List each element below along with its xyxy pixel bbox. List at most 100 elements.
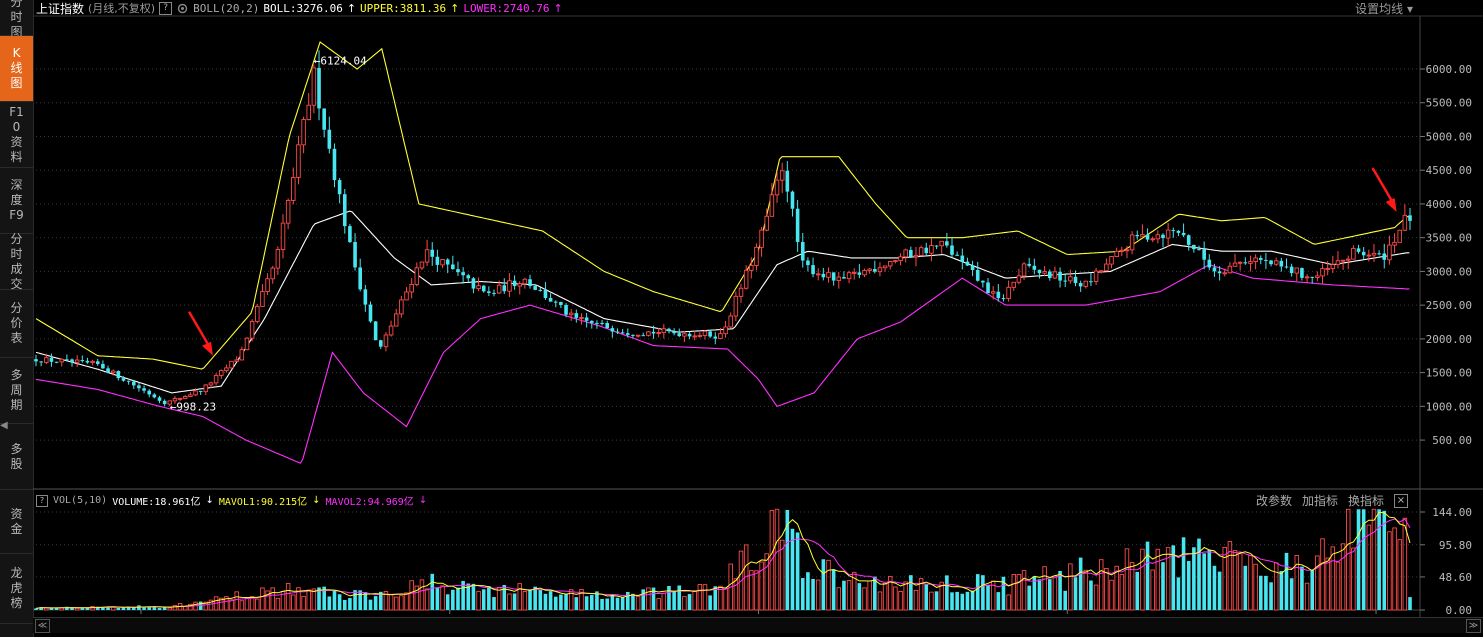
candle-body	[939, 240, 944, 247]
volume-bar	[759, 561, 764, 611]
volume-bar	[219, 597, 224, 611]
sidebar-item-1[interactable]: K线图	[0, 36, 33, 102]
volume-bar	[785, 509, 790, 610]
add-indicator-button[interactable]: 加指标	[1301, 494, 1338, 508]
volume-bar	[955, 591, 959, 610]
candle-body	[1119, 249, 1125, 252]
volume-bar	[1150, 569, 1155, 611]
volume-bar	[229, 599, 234, 611]
volume-bar	[466, 583, 471, 610]
candle-body	[177, 397, 183, 400]
volume-bar	[1068, 563, 1073, 611]
gear-icon[interactable]	[176, 2, 189, 15]
switch-indicator-button[interactable]: 换指标	[1347, 494, 1384, 508]
candle-body	[332, 148, 337, 181]
volume-bar	[836, 587, 842, 611]
volume-bar	[224, 596, 229, 611]
sidebar-item-3[interactable]: 深度F9	[0, 168, 33, 234]
edit-params-button[interactable]: 改参数	[1255, 494, 1292, 508]
sidebar-item-7[interactable]: 多股	[0, 424, 33, 490]
volume-bar	[826, 559, 831, 611]
candle-body	[965, 261, 970, 266]
volume-bar	[1273, 562, 1279, 611]
collapse-handle-icon[interactable]: ◀	[0, 420, 8, 431]
candle-body	[996, 291, 1001, 299]
candle-body	[296, 144, 301, 178]
scroll-right-icon[interactable]: ≫	[1466, 619, 1481, 633]
volume-bar	[1114, 565, 1119, 611]
scroll-left-icon[interactable]: ≪	[35, 619, 50, 633]
candle-body	[806, 260, 810, 266]
volume-bar	[1011, 574, 1017, 611]
sidebar-item-8[interactable]: 资金	[0, 490, 33, 554]
candle-body	[713, 336, 718, 339]
volume-bar	[579, 588, 584, 611]
vol-tick-label: 144.00	[1432, 506, 1472, 519]
volume-bar	[924, 584, 929, 610]
left-sidebar: 分时图 K线图 F10资料 深度F9 分时成交 分价表 多周期 多股 资金 龙虎榜	[0, 0, 34, 637]
candle-body	[754, 246, 759, 266]
volume-bar	[419, 579, 425, 611]
volume-bar	[1016, 573, 1022, 611]
candle-body	[327, 129, 332, 149]
vol-tick-label: 95.80	[1439, 539, 1472, 552]
sidebar-item-9[interactable]: 龙虎榜	[0, 554, 33, 624]
volume-bar	[1145, 541, 1150, 610]
candle-body	[918, 247, 924, 256]
candle-body	[811, 265, 815, 275]
candle-body	[1171, 230, 1176, 232]
volume-bar	[1135, 571, 1140, 610]
volume-bar	[625, 591, 630, 610]
volume-bar	[939, 581, 944, 611]
help-icon[interactable]: ?	[159, 1, 173, 15]
volume-bar	[981, 575, 985, 610]
volume-bar	[651, 587, 656, 610]
volume-bar	[342, 599, 347, 610]
candle-body	[471, 278, 476, 289]
candle-body	[1032, 265, 1037, 270]
sidebar-item-2[interactable]: F10资料	[0, 102, 33, 168]
candle-body	[595, 322, 599, 324]
volume-bar	[193, 601, 198, 611]
sidebar-item-0[interactable]: 分时图	[0, 0, 33, 39]
candle-body	[172, 398, 178, 402]
sidebar-item-5[interactable]: 分价表	[0, 290, 33, 358]
indicator-name[interactable]: BOLL(20,2)	[193, 1, 260, 15]
volume-bar	[769, 510, 775, 611]
candle-body	[1202, 249, 1206, 260]
volume-bar	[311, 588, 317, 611]
sidebar-item-4[interactable]: 分时成交	[0, 232, 33, 291]
volume-bar	[1217, 571, 1222, 610]
sidebar-item-6[interactable]: 多周期	[0, 358, 33, 424]
close-icon[interactable]: ×	[1394, 493, 1408, 508]
set-ma-button[interactable]: 设置均线 ▾	[1355, 0, 1413, 17]
candle-body	[1114, 250, 1119, 257]
volume-bar	[1021, 570, 1027, 611]
volume-bar	[260, 587, 265, 611]
volume-bar	[929, 591, 934, 611]
candle-body	[1140, 234, 1145, 237]
candle-body	[862, 269, 867, 276]
vol-indicator-name[interactable]: VOL(5,10)	[53, 495, 108, 506]
volume-help-icon[interactable]: ?	[36, 494, 48, 507]
volume-bar	[270, 587, 275, 611]
set-ma-label: 设置均线	[1355, 2, 1404, 16]
volume-bar	[409, 580, 414, 611]
volume-bar	[445, 594, 450, 610]
candle-body	[697, 334, 703, 337]
candle-body	[1222, 272, 1227, 275]
candle-body	[774, 179, 780, 196]
candle-body	[224, 367, 229, 372]
candle-body	[909, 249, 913, 257]
volume-header: ? VOL(5,10) VOLUME:18.961亿 ↓ MAVOL1:90.2…	[36, 493, 427, 508]
candle-body	[121, 378, 126, 381]
volume-bar	[574, 597, 579, 610]
candle-body	[152, 394, 157, 398]
timeline-scrollbar[interactable]: ≪ ≫	[33, 617, 1483, 633]
volume-bar	[522, 591, 528, 611]
volume-bar	[1027, 585, 1031, 610]
volume-bar	[1356, 509, 1361, 610]
volume-bar	[1377, 509, 1381, 610]
candle-body	[208, 382, 214, 386]
volume-bar	[1248, 555, 1253, 611]
